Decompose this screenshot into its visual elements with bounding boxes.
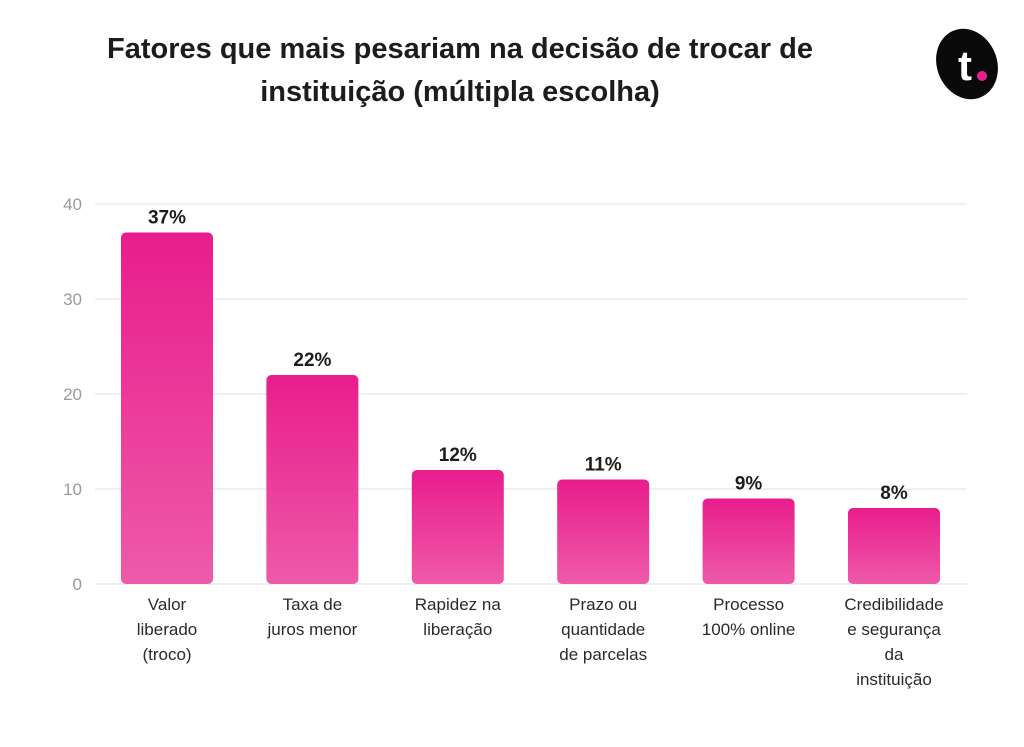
y-tick-label: 30: [63, 290, 82, 309]
category-label-line: liberação: [423, 620, 492, 639]
y-tick-label: 20: [63, 385, 82, 404]
gridlines: [95, 203, 967, 585]
category-label-line: 100% online: [702, 620, 796, 639]
category-label-line: liberado: [137, 620, 198, 639]
data-label: 12%: [439, 445, 477, 466]
category-label-line: de parcelas: [559, 645, 647, 664]
category-labels: Valor liberado (troco) Taxa de juros menor Ra…: [137, 595, 944, 689]
category-label-line: da: [885, 645, 904, 664]
logo-dot: [977, 71, 987, 81]
chart-title: Fatores que mais pesariam na decisão de …: [107, 33, 813, 108]
bar: [411, 470, 504, 584]
category-label: Processo 100% online: [702, 595, 796, 639]
bar: [121, 232, 213, 584]
logo-badge: [936, 28, 998, 100]
category-label-line: instituição: [856, 670, 932, 689]
y-axis-ticks: 0 10 20 30 40: [63, 195, 82, 594]
category-label-line: Credibilidade: [844, 595, 943, 614]
category-label: Valor liberado (troco): [137, 595, 198, 664]
category-label-line: juros menor: [267, 620, 358, 639]
category-label: Prazo ou quantidade de parcelas: [559, 595, 647, 664]
data-label: 9%: [735, 474, 763, 495]
category-label-line: Taxa de: [283, 595, 343, 614]
y-tick-label: 40: [63, 195, 82, 214]
logo-letter: t: [958, 42, 972, 89]
category-label: Credibilidade e segurança da instituição: [844, 595, 943, 689]
category-label-line: Rapidez na: [415, 595, 502, 614]
category-label-line: Prazo ou: [569, 595, 637, 614]
data-labels: 37% 22% 12% 11% 9% 8%: [148, 208, 908, 505]
category-label: Taxa de juros menor: [267, 595, 358, 639]
category-label-line: e segurança: [847, 620, 941, 639]
bars: [121, 232, 940, 584]
data-label: 37%: [148, 208, 186, 229]
tilt-logo-icon: t: [936, 28, 998, 100]
category-label: Rapidez na liberação: [415, 595, 502, 639]
category-label-line: Valor: [148, 595, 187, 614]
y-tick-label: 10: [63, 480, 82, 499]
bar: [266, 375, 359, 584]
data-label: 11%: [585, 455, 622, 476]
category-label-line: quantidade: [561, 620, 645, 639]
data-label: 8%: [880, 483, 908, 504]
bar: [848, 508, 940, 584]
data-label: 22%: [293, 350, 331, 371]
category-label-line: (troco): [142, 645, 191, 664]
y-tick-label: 0: [73, 575, 82, 594]
bar: [557, 479, 650, 584]
bar: [702, 498, 795, 584]
category-label-line: Processo: [713, 595, 784, 614]
